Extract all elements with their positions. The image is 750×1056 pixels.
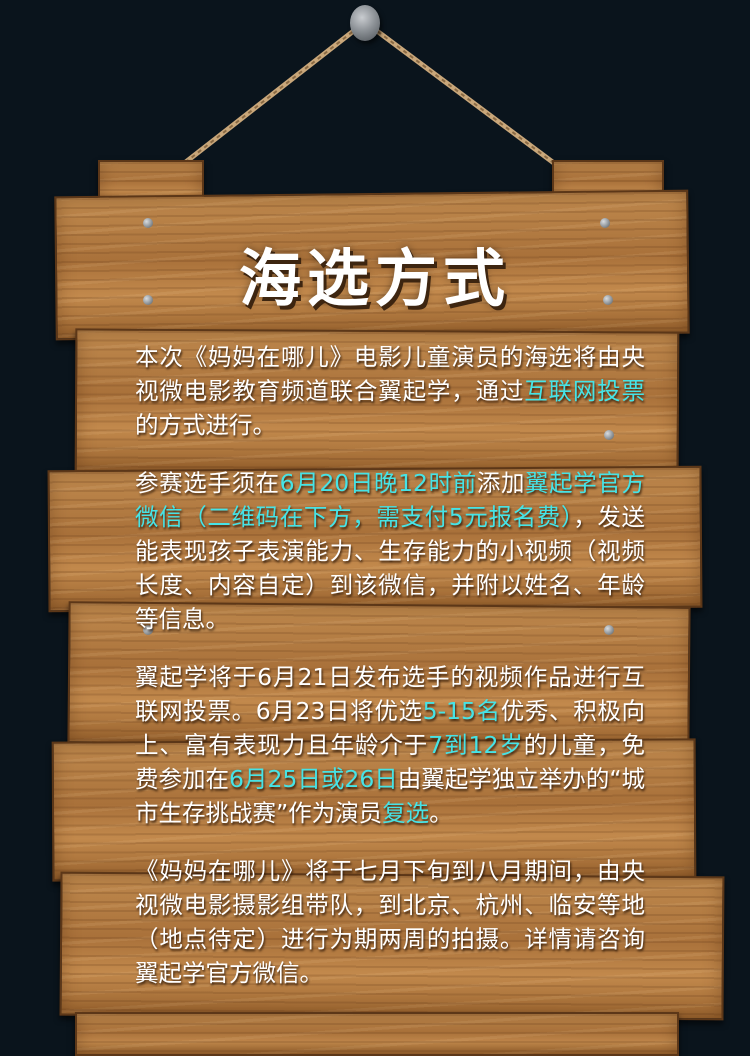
text-segment: 由翼起学独立举办的“城市生存挑战赛”作为演员 — [135, 765, 645, 827]
nail-icon — [350, 5, 380, 41]
content-body: 本次《妈妈在哪儿》电影儿童演员的海选将由央视微电影教育频道联合翼起学，通过互联网… — [135, 340, 645, 1014]
bolt-icon — [143, 295, 153, 305]
paragraph-1: 本次《妈妈在哪儿》电影儿童演员的海选将由央视微电影教育频道联合翼起学，通过互联网… — [135, 340, 645, 442]
text-segment: ，发送能表现孩子表演能力、生存能力的小视频（视频长度、内容自定）到该微信，并附以… — [135, 503, 646, 633]
paragraph-3: 翼起学将于6月21日发布选手的视频作品进行互联网投票。6月23日将优选5-15名… — [135, 660, 645, 830]
text-segment: 添加 — [476, 469, 526, 497]
highlight-text: 7到12岁 — [428, 731, 524, 759]
plank-6 — [75, 1012, 679, 1056]
highlight-text: 6月25日或26日 — [229, 765, 398, 793]
text-segment: 的方式进行。 — [135, 411, 276, 439]
highlight-text: 互联网投票 — [524, 377, 646, 405]
bolt-icon — [604, 625, 614, 635]
text-segment: 《妈妈在哪儿》将于七月下旬到八月期间，由央视微电影摄影组带队，到北京、杭州、临安… — [135, 857, 645, 987]
page-title: 海选方式 — [238, 242, 511, 315]
paragraph-2: 参赛选手须在6月20日晚12时前添加翼起学官方微信（二维码在下方，需支付5元报名… — [135, 466, 645, 636]
text-segment: 的儿童，免费参加在 — [135, 731, 646, 793]
bolt-icon — [143, 218, 153, 228]
text-segment: 优秀、积极向上、富有表现力且年龄介于 — [135, 697, 646, 759]
text-segment: 。 — [429, 799, 453, 827]
text-segment: 本次《妈妈在哪儿》电影儿童演员的海选将由央视微电影教育频道联合翼起学，通过 — [135, 343, 645, 405]
highlight-text: 5-15名 — [422, 697, 501, 725]
paragraph-4: 《妈妈在哪儿》将于七月下旬到八月期间，由央视微电影摄影组带队，到北京、杭州、临安… — [135, 854, 645, 990]
bolt-icon — [603, 295, 613, 305]
text-segment: 参赛选手须在 — [135, 469, 280, 497]
bolt-icon — [604, 430, 614, 440]
highlight-text: 6月20日晚12时前 — [279, 469, 477, 497]
highlight-text: 翼起学官方微信（二维码在下方，需支付5元报名费） — [135, 469, 646, 531]
text-segment: 翼起学将于6月21日发布选手的视频作品进行互联网投票。6月23日将优选 — [135, 663, 645, 725]
bolt-icon — [600, 218, 610, 228]
highlight-text: 复选 — [382, 799, 430, 827]
bolt-icon — [143, 625, 153, 635]
